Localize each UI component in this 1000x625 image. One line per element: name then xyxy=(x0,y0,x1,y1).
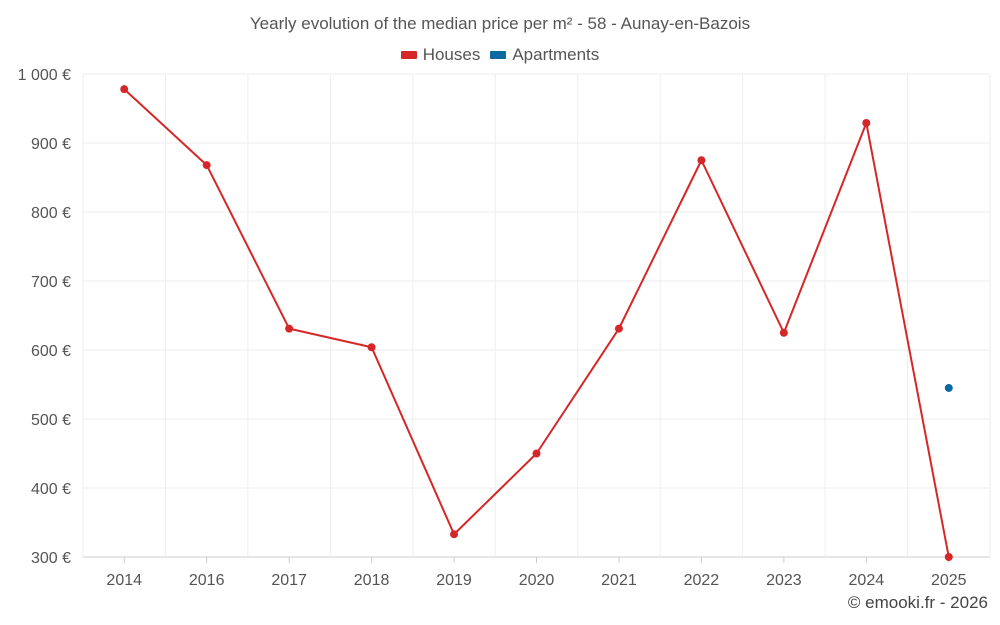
y-tick-label: 800 € xyxy=(31,205,71,222)
data-point-houses xyxy=(202,161,211,170)
x-tick-label: 2022 xyxy=(684,572,720,589)
data-point-houses xyxy=(120,85,129,94)
x-tick-label: 2016 xyxy=(189,572,225,589)
x-tick-label: 2019 xyxy=(436,572,472,589)
data-point-houses xyxy=(779,328,788,337)
x-tick-label: 2018 xyxy=(354,572,390,589)
data-point-houses xyxy=(862,118,871,127)
x-tick-label: 2023 xyxy=(766,572,802,589)
data-point-houses xyxy=(450,530,459,539)
y-tick-label: 900 € xyxy=(31,136,71,153)
x-tick-label: 2021 xyxy=(601,572,637,589)
data-point-houses xyxy=(532,449,541,458)
x-tick-label: 2024 xyxy=(849,572,885,589)
data-point-houses xyxy=(285,324,294,333)
chart-title: Yearly evolution of the median price per… xyxy=(249,14,751,33)
legend-label-apartments: Apartments xyxy=(512,45,600,64)
x-tick-label: 2017 xyxy=(271,572,307,589)
x-tick-label: 2020 xyxy=(519,572,555,589)
x-tick-label: 2014 xyxy=(106,572,142,589)
legend-swatch-apartments xyxy=(490,51,507,59)
y-tick-label: 700 € xyxy=(31,274,71,291)
chart-legend: Houses Apartments xyxy=(0,45,1000,65)
data-point-houses xyxy=(697,156,706,165)
legend-item-apartments[interactable]: Apartments xyxy=(490,45,599,65)
data-point-houses xyxy=(614,324,623,333)
y-tick-label: 500 € xyxy=(31,412,71,429)
data-point-apartments xyxy=(944,383,953,392)
legend-item-houses[interactable]: Houses xyxy=(400,45,481,65)
data-point-houses xyxy=(944,553,953,561)
legend-label-houses: Houses xyxy=(422,45,481,64)
credit-text: © emooki.fr - 2026 xyxy=(847,593,988,612)
y-tick-label: 300 € xyxy=(31,550,71,567)
y-tick-label: 400 € xyxy=(31,481,71,498)
y-tick-label: 600 € xyxy=(31,343,71,360)
legend-swatch-houses xyxy=(400,51,417,59)
y-tick-label: 1 000 € xyxy=(18,67,71,84)
x-tick-label: 2025 xyxy=(931,572,967,589)
data-point-houses xyxy=(367,343,376,352)
